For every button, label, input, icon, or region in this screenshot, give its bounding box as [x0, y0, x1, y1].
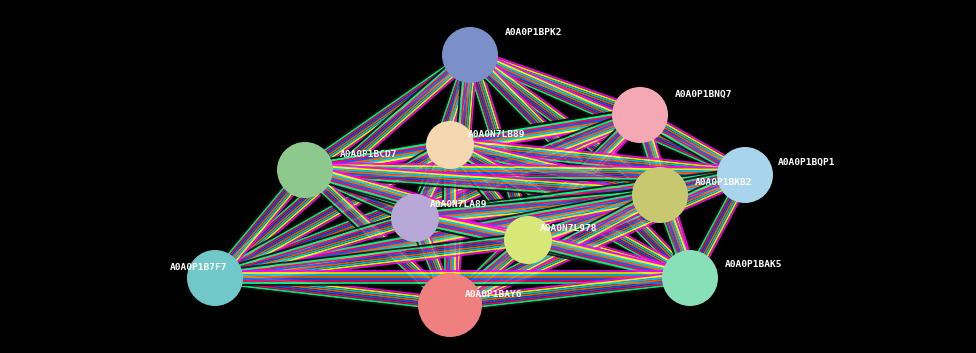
Text: A0A0N7LA89: A0A0N7LA89 — [430, 200, 487, 209]
Text: A0A0P1BKB2: A0A0P1BKB2 — [695, 178, 752, 187]
Text: A0A0P1BCD7: A0A0P1BCD7 — [340, 150, 397, 159]
Circle shape — [442, 27, 498, 83]
Circle shape — [612, 87, 668, 143]
Circle shape — [717, 147, 773, 203]
Text: A0A0P1BNQ7: A0A0P1BNQ7 — [675, 90, 733, 99]
Text: A0A0N7LB89: A0A0N7LB89 — [468, 130, 525, 139]
Text: A0A0P1BAY6: A0A0P1BAY6 — [465, 290, 522, 299]
Circle shape — [662, 250, 718, 306]
Circle shape — [391, 194, 439, 242]
Circle shape — [426, 121, 474, 169]
Text: A0A0P1BAK5: A0A0P1BAK5 — [725, 260, 783, 269]
Text: A0A0P1B7F7: A0A0P1B7F7 — [170, 263, 227, 272]
Text: A0A0P1BQP1: A0A0P1BQP1 — [778, 158, 835, 167]
Circle shape — [187, 250, 243, 306]
Circle shape — [632, 167, 688, 223]
Circle shape — [418, 273, 482, 337]
Text: A0A0P1BPK2: A0A0P1BPK2 — [505, 28, 562, 37]
Text: A0A0N7L978: A0A0N7L978 — [540, 224, 597, 233]
Circle shape — [504, 216, 552, 264]
Circle shape — [277, 142, 333, 198]
